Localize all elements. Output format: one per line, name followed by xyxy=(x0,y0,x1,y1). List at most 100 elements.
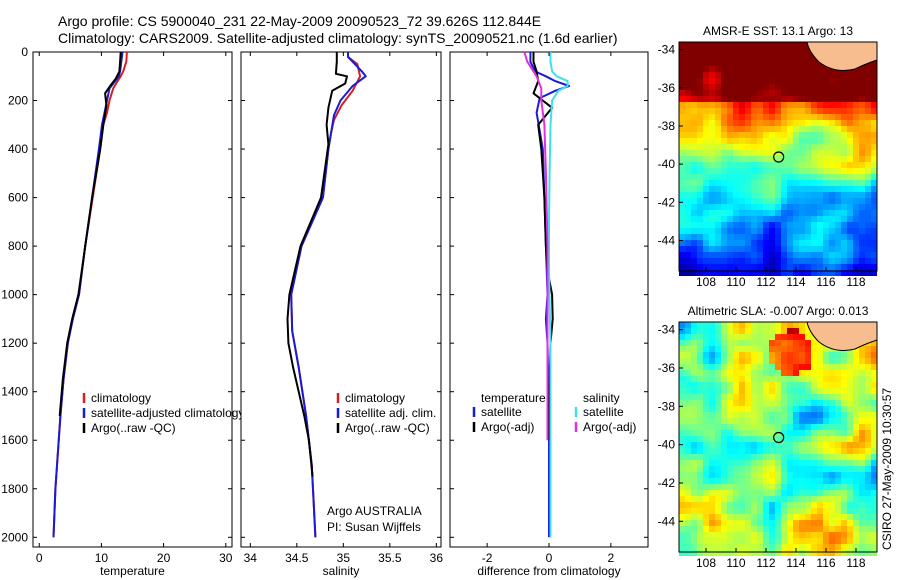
sla_map-cell xyxy=(721,460,727,466)
sst_map-cell xyxy=(757,54,763,60)
sst_map-cell xyxy=(691,126,697,132)
sla_map-cell xyxy=(853,484,859,490)
sla_map-cell xyxy=(697,502,703,508)
sst_map-cell xyxy=(871,90,877,96)
sst_map-cell xyxy=(721,246,727,252)
sla_map-cell xyxy=(757,382,763,388)
sst_map-cell xyxy=(775,66,781,72)
sst_map-cell xyxy=(775,204,781,210)
sla_map-cell xyxy=(793,406,799,412)
sst_map-cell xyxy=(841,264,847,270)
sla_map-cell xyxy=(769,538,775,544)
sst_map-cell xyxy=(775,72,781,78)
sla_map-cell xyxy=(679,388,685,394)
sst_map-cell xyxy=(703,204,709,210)
sla_map-cell xyxy=(823,454,829,460)
sla_map-cell xyxy=(787,526,793,532)
sst_map-cell xyxy=(781,72,787,78)
sla_map-cell xyxy=(817,370,823,376)
sst_map-cell xyxy=(733,144,739,150)
sla_map-cell xyxy=(847,532,853,538)
sst_map-cell xyxy=(757,222,763,228)
sst_map-cell xyxy=(709,156,715,162)
sla_map-cell xyxy=(853,490,859,496)
sst_map-cell xyxy=(787,156,793,162)
sst_map-cell xyxy=(775,42,781,48)
sst_map-cell xyxy=(697,84,703,90)
sla_map-cell xyxy=(757,466,763,472)
sla_map-cell xyxy=(841,424,847,430)
sla_map-cell xyxy=(871,484,877,490)
sla_map-cell xyxy=(745,526,751,532)
sst_map-cell xyxy=(853,144,859,150)
sst_map-cell xyxy=(811,228,817,234)
sst_map-cell xyxy=(703,258,709,264)
sla_map-cell xyxy=(715,376,721,382)
sla_map-cell xyxy=(781,340,787,346)
sst_map-cell xyxy=(745,108,751,114)
sst_map-cell xyxy=(811,234,817,240)
sst_map-cell xyxy=(787,108,793,114)
sst_map-cell xyxy=(727,156,733,162)
sst_map-cell xyxy=(823,156,829,162)
sst_map-cell xyxy=(823,204,829,210)
sst_map-cell xyxy=(739,138,745,144)
sla_map-cell xyxy=(871,394,877,400)
sla_map-cell xyxy=(751,352,757,358)
sst_map-cell xyxy=(757,180,763,186)
sst_map-cell xyxy=(733,240,739,246)
sla_map-cell xyxy=(781,334,787,340)
sst_map-cell xyxy=(793,180,799,186)
sst_map-cell xyxy=(805,180,811,186)
salinity-xtick-label: 35.5 xyxy=(378,551,402,565)
sst_map-cell xyxy=(823,180,829,186)
sst_map-cell xyxy=(829,180,835,186)
sla_map-cell xyxy=(745,394,751,400)
sla_map-cell xyxy=(685,460,691,466)
sla_map-cell xyxy=(847,550,853,556)
sst_map-cell xyxy=(859,264,865,270)
sst_map-cell xyxy=(805,174,811,180)
sla_map-cell xyxy=(727,352,733,358)
sst_map-cell xyxy=(829,210,835,216)
sla_map-cell xyxy=(757,388,763,394)
sla_map-cell xyxy=(817,496,823,502)
sla_map-cell xyxy=(763,322,769,328)
sla_map-cell xyxy=(781,448,787,454)
sla_map-xtick-label: 114 xyxy=(786,556,805,570)
sst_map-cell xyxy=(865,78,871,84)
temperature-legend-label: Argo(..raw -QC) xyxy=(91,421,176,435)
sst_map-cell xyxy=(817,150,823,156)
sst_map-cell xyxy=(685,246,691,252)
sst_map-cell xyxy=(835,264,841,270)
sst_map-cell xyxy=(787,270,793,276)
sst_map-cell xyxy=(835,114,841,120)
sla_map-cell xyxy=(739,352,745,358)
sst_map-cell xyxy=(751,240,757,246)
sst_map-cell xyxy=(829,120,835,126)
sst_map-cell xyxy=(823,132,829,138)
sla_map-cell xyxy=(727,544,733,550)
sst_map-cell xyxy=(679,180,685,186)
sla_map-cell xyxy=(829,370,835,376)
sla_map-cell xyxy=(811,460,817,466)
sst_map-cell xyxy=(835,180,841,186)
sst_map-cell xyxy=(799,264,805,270)
sla_map-cell xyxy=(787,454,793,460)
sla_map-cell xyxy=(817,400,823,406)
sla_map-cell xyxy=(727,532,733,538)
sst_map-cell xyxy=(763,270,769,276)
sst_map-cell xyxy=(691,138,697,144)
sst_map-cell xyxy=(775,258,781,264)
sla_map-cell xyxy=(835,490,841,496)
sst_map-cell xyxy=(847,240,853,246)
sla_map-cell xyxy=(793,466,799,472)
sst_map-cell xyxy=(823,234,829,240)
sla_map-cell xyxy=(835,412,841,418)
sst_map-cell xyxy=(829,192,835,198)
sla_map-cell xyxy=(763,370,769,376)
sla_map-cell xyxy=(745,448,751,454)
sla_map-cell xyxy=(871,460,877,466)
sst_map-cell xyxy=(871,198,877,204)
sst_map-cell xyxy=(685,162,691,168)
